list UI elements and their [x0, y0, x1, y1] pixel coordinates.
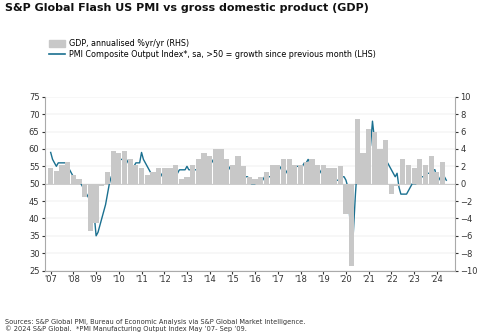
Bar — [94, 184, 98, 223]
Bar — [60, 165, 64, 184]
Bar — [252, 179, 258, 184]
Bar — [162, 168, 167, 184]
Bar — [105, 172, 110, 184]
Bar — [338, 166, 343, 184]
Bar — [440, 162, 445, 184]
Bar — [236, 156, 240, 184]
Bar — [378, 149, 382, 184]
Bar — [184, 177, 190, 184]
Bar — [428, 156, 434, 184]
Bar — [417, 159, 422, 184]
Bar — [207, 156, 212, 184]
Bar — [224, 159, 230, 184]
Bar — [389, 184, 394, 194]
Bar — [139, 168, 144, 184]
Bar — [212, 149, 218, 184]
Bar — [48, 168, 54, 184]
Legend: GDP, annualised %yr/yr (RHS), PMI Composite Output Index*, sa, >50 = growth sinc: GDP, annualised %yr/yr (RHS), PMI Compos… — [49, 39, 376, 59]
Bar — [310, 159, 314, 184]
Bar — [88, 184, 93, 231]
Bar — [218, 149, 224, 184]
Bar — [349, 184, 354, 266]
Bar — [423, 165, 428, 184]
Bar — [54, 171, 59, 184]
Bar — [156, 168, 161, 184]
Bar — [202, 153, 206, 184]
Bar — [275, 165, 280, 184]
Bar — [281, 159, 286, 184]
Bar — [122, 151, 127, 184]
Bar — [320, 165, 326, 184]
Bar — [173, 165, 178, 184]
Bar — [394, 184, 400, 186]
Bar — [178, 179, 184, 184]
Bar — [292, 165, 298, 184]
Bar — [332, 168, 337, 184]
Bar — [82, 184, 87, 197]
Text: S&P Global Flash US PMI vs gross domestic product (GDP): S&P Global Flash US PMI vs gross domesti… — [5, 3, 369, 13]
Bar — [360, 153, 366, 184]
Bar — [99, 184, 104, 186]
Bar — [286, 159, 292, 184]
Bar — [400, 159, 406, 184]
Bar — [304, 162, 309, 184]
Bar — [190, 165, 196, 184]
Bar — [264, 172, 269, 184]
Bar — [241, 166, 246, 184]
Bar — [247, 177, 252, 184]
Bar — [76, 179, 82, 184]
Bar — [412, 168, 416, 184]
Bar — [144, 175, 150, 184]
Bar — [372, 132, 377, 184]
Bar — [133, 165, 138, 184]
Bar — [383, 140, 388, 184]
Bar — [196, 159, 201, 184]
Bar — [366, 129, 372, 184]
Bar — [258, 177, 264, 184]
Bar — [65, 162, 70, 184]
Bar — [298, 165, 303, 184]
Bar — [128, 159, 133, 184]
Bar — [110, 151, 116, 184]
Bar — [344, 184, 348, 214]
Bar — [230, 165, 235, 184]
Bar — [434, 172, 440, 184]
Bar — [406, 165, 411, 184]
Bar — [71, 175, 76, 184]
Bar — [354, 119, 360, 184]
Bar — [150, 172, 156, 184]
Bar — [270, 165, 275, 184]
Text: Sources: S&P Global PMI, Bureau of Economic Analysis via S&P Global Market Intel: Sources: S&P Global PMI, Bureau of Econo… — [5, 319, 306, 332]
Bar — [326, 168, 332, 184]
Bar — [116, 153, 121, 184]
Bar — [168, 168, 172, 184]
Bar — [315, 165, 320, 184]
